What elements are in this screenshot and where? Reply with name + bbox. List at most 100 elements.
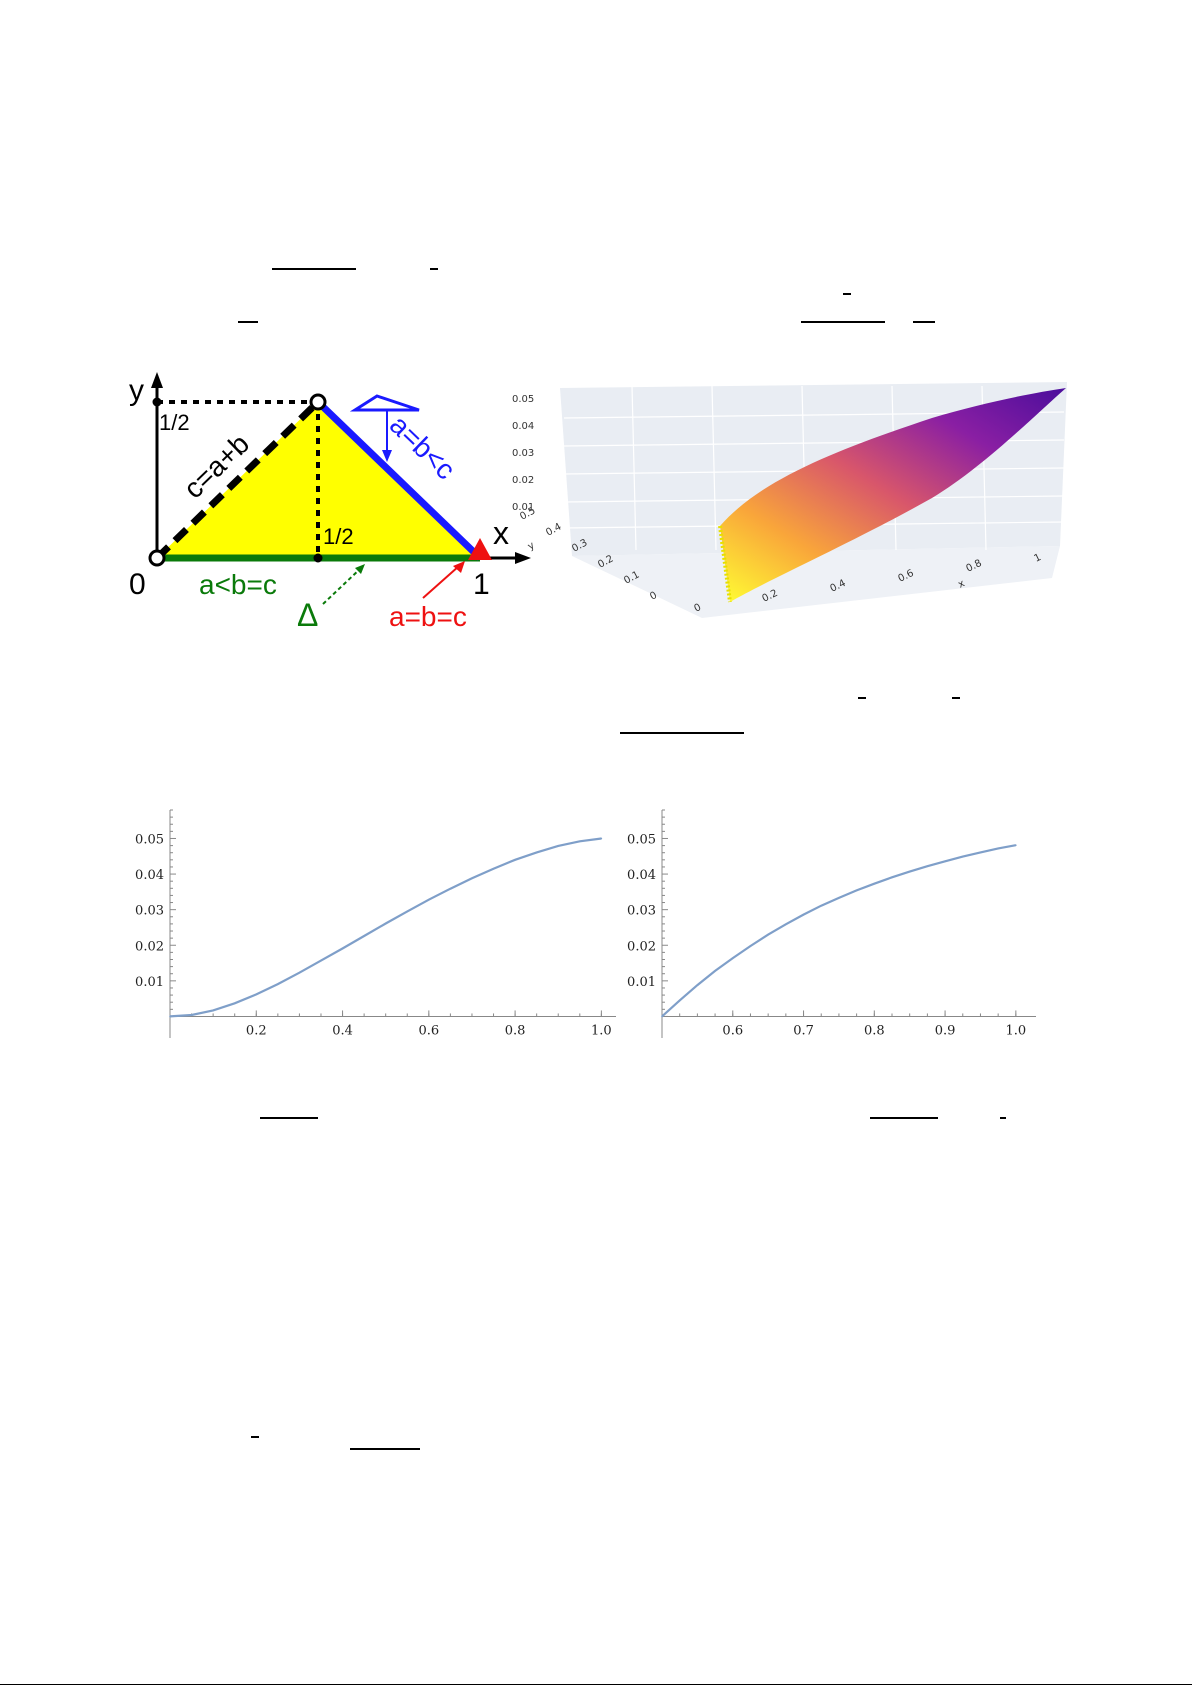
data-point [749,945,752,947]
surface-edge [718,525,732,603]
data-point [471,877,473,880]
data-point [169,1015,171,1018]
label-half-x: 1/2 [323,524,354,549]
data-point [277,983,279,985]
data-point [514,859,516,861]
data-point [579,840,581,843]
fraction-bar [238,321,258,323]
data-point [678,999,681,1002]
x-tick-label: 0 [692,602,703,615]
fraction-bar [260,1117,318,1119]
data-point [820,904,823,907]
data-point [212,1009,214,1012]
arrow-red [422,565,460,599]
line-plot-right: 0.01 0.02 0.03 0.04 0.05 0.6 0.7 0.8 0.9 1.0 [627,809,1036,1038]
z-tick-label: 0.03 [512,448,534,459]
surface-mesh [720,388,1066,602]
point-half-x [313,553,323,563]
x-tick-label: 1.0 [1006,1023,1027,1038]
fraction-bar [251,1436,259,1438]
data-point [891,876,893,879]
fraction-bar [1000,1117,1006,1119]
x-tick-label: 0.8 [505,1023,526,1038]
label-region: Δ [297,597,318,633]
y-tick-label: 0.04 [627,868,656,883]
label-vertex: a=b=c [389,601,467,632]
x-tick-label: 0.4 [332,1023,353,1038]
x-axis-arrow [515,552,531,564]
data-point [535,851,538,854]
data-point [997,847,999,850]
z-tick-label: 0.01 [512,502,534,513]
data-point [944,860,946,863]
data-point [979,851,982,854]
x-tick-label: 0.7 [793,1023,814,1038]
x-axis-label: x [956,578,966,591]
label-half-y: 1/2 [159,410,190,435]
data-point [661,1015,663,1018]
fraction-bar [870,1117,938,1119]
y-tick-label: 0.04 [135,868,164,883]
data-point [492,867,495,870]
point-half-y [152,397,162,407]
open-vertex-top [309,393,327,411]
data-point [961,855,964,858]
data-point [714,970,716,972]
triangle-outline-icon [349,394,420,412]
line-plot-left: 0.01 0.02 0.03 0.04 0.05 0.2 0.4 0.6 0.8 1.0 [135,809,616,1038]
data-point [600,837,603,840]
data-point [449,887,452,890]
y-tick-label: 0.01 [627,975,656,990]
y-tick-label: 0.05 [135,832,164,847]
y-tick-label: 0.02 [135,939,164,954]
x-tick-label: 0.6 [418,1023,439,1038]
data-point [190,1014,193,1016]
arrowhead-red [453,561,465,573]
data-point [298,971,301,974]
y-tick-label: 0.01 [135,975,164,990]
x-tick-label: 0.8 [864,1023,885,1038]
data-point [320,959,322,962]
data-point [428,898,430,901]
x-tick-label: 1.0 [591,1023,612,1038]
data-point [233,1002,236,1005]
data-point [696,984,699,986]
data-point [873,882,876,885]
data-point [384,922,387,925]
data-point [908,870,911,873]
data-point [341,947,344,950]
left-edge-dashed [154,399,321,561]
data-point [838,897,840,899]
data-point [926,865,929,868]
arrowhead-green [355,564,365,574]
right-edge [315,399,483,561]
fraction-bar [801,321,885,323]
x-tick-label: 0.2 [246,1023,267,1038]
z-tick-label: 0.04 [512,421,534,432]
fraction-bar [843,293,851,295]
fraction-bar [272,268,356,270]
fraction-bar [620,732,744,734]
label-edge-base: a<b=c [199,569,277,600]
data-point [1015,844,1017,847]
y-axis-label: y [526,540,537,553]
label-origin: 0 [129,568,146,601]
label-x: x [493,515,509,551]
y-tick-label: 0.05 [627,832,656,847]
triangle-diagram: y 1/2 0 1/2 x 1 c=a+b a=b<c a<b=c Δ a=b=… [129,372,531,633]
x-tick-label: 1 [1032,552,1043,565]
label-one: 1 [473,568,490,601]
data-point [255,993,258,996]
open-vertex-origin [148,549,166,567]
data-point [731,957,734,959]
z-tick-label: 0.02 [512,475,534,486]
label-y: y [129,374,144,407]
y-tick-label: 0.03 [135,904,164,919]
z-tick-label: 0.05 [512,394,534,405]
series-line [661,844,1016,1018]
y-tick-label: 0.4 [544,521,563,538]
arrowhead-blue [382,450,392,462]
fraction-bar [913,321,935,323]
y-tick-label: 0.03 [627,904,656,919]
x-tick-label: 0.9 [935,1023,956,1038]
